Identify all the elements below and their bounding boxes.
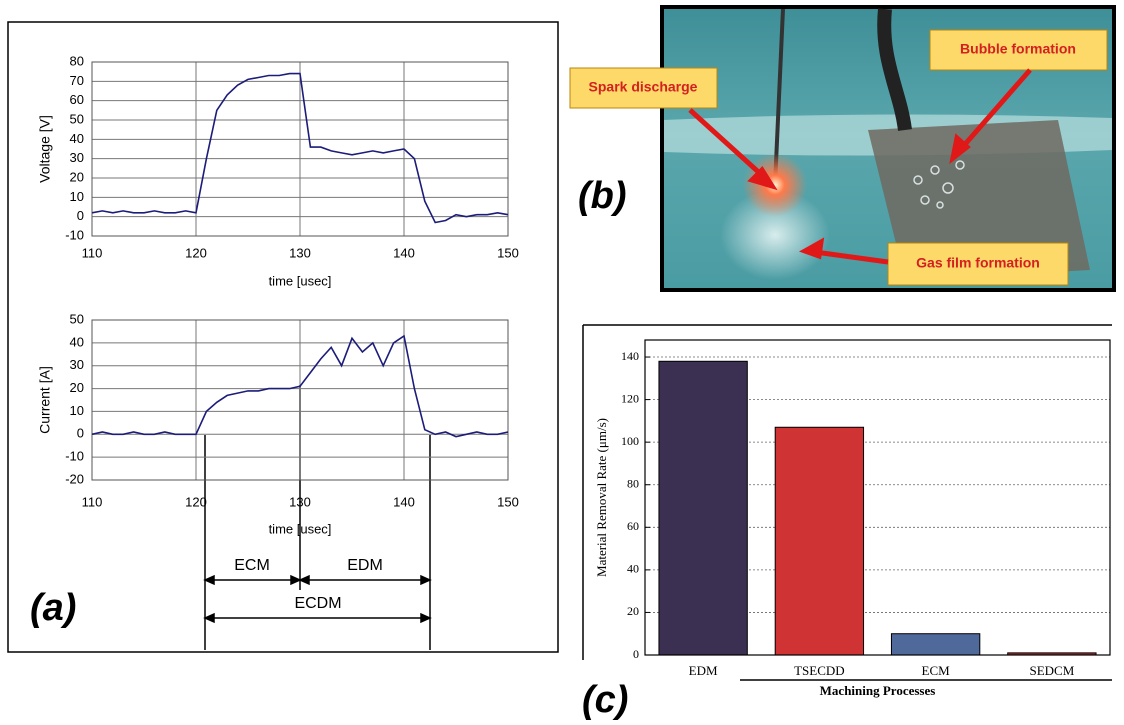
x-axis-label: time [usec] [269, 521, 332, 536]
y-tick-label: 50 [70, 311, 84, 326]
y-tick-label: 20 [70, 380, 84, 395]
x-tick-label: 150 [497, 494, 519, 509]
x-tick-label: 140 [393, 494, 415, 509]
annotation: EDM [347, 557, 383, 574]
x-tick-label: EDM [689, 663, 718, 678]
y-tick-label: 10 [70, 189, 84, 204]
y-tick-label: 40 [70, 334, 84, 349]
y-tick-label: 60 [627, 519, 639, 533]
photo [569, 5, 1116, 292]
y-axis-label: Material Removal Rate (μm/s) [594, 418, 609, 577]
y-tick-label: 140 [621, 349, 639, 363]
panel-label: (b) [578, 175, 627, 217]
photo-label: Gas film formation [916, 255, 1040, 271]
y-axis-label: Voltage [V] [37, 115, 53, 183]
x-tick-label: TSECDD [794, 663, 845, 678]
y-tick-label: 0 [77, 426, 84, 441]
annotation: ECM [234, 557, 270, 574]
photo-label: Spark discharge [589, 79, 698, 95]
y-tick-label: 10 [70, 403, 84, 418]
y-tick-label: -20 [65, 471, 84, 486]
plot-frame [644, 339, 1111, 656]
y-tick-label: 0 [633, 647, 639, 661]
panel-label: (a) [30, 587, 76, 629]
y-tick-label: 40 [70, 131, 84, 146]
x-axis-label: Machining Processes [820, 683, 936, 698]
data-line [91, 334, 509, 438]
y-tick-label: 40 [627, 562, 639, 576]
x-tick-label: 110 [82, 494, 103, 509]
y-tick-label: 80 [627, 476, 639, 490]
bar [658, 360, 748, 656]
x-tick-label: 130 [289, 245, 311, 260]
x-tick-label: ECM [922, 663, 951, 678]
y-tick-label: 0 [77, 208, 84, 223]
y-tick-label: 50 [70, 111, 84, 126]
annotation: ECDM [294, 595, 341, 612]
y-tick-label: 20 [70, 169, 84, 184]
y-tick-label: 120 [621, 391, 639, 405]
bar [774, 426, 865, 656]
panel-label: (c) [582, 679, 628, 721]
y-tick-label: 30 [70, 150, 84, 165]
x-tick-label: 150 [497, 245, 519, 260]
x-tick-label: 110 [82, 245, 103, 260]
x-tick-label: 130 [289, 494, 311, 509]
bar [890, 633, 981, 656]
data-line [91, 72, 509, 224]
y-tick-label: 100 [621, 434, 639, 448]
panel-c-frame [582, 324, 1112, 681]
y-tick-label: 20 [627, 604, 639, 618]
y-tick-label: 30 [70, 357, 84, 372]
x-tick-label: SEDCM [1029, 663, 1074, 678]
plot-frame [91, 61, 509, 237]
photo-label: Bubble formation [960, 41, 1076, 57]
y-tick-label: 60 [70, 92, 84, 107]
x-tick-label: 120 [185, 245, 207, 260]
y-tick-label: 80 [70, 53, 84, 68]
x-axis-label: time [usec] [269, 273, 332, 288]
panel-a-frame [7, 21, 559, 653]
plot-frame [91, 319, 509, 481]
y-tick-label: -10 [65, 227, 84, 242]
y-axis-label: Current [A] [37, 366, 53, 434]
y-tick-label: -10 [65, 449, 84, 464]
x-tick-label: 120 [185, 494, 207, 509]
y-tick-label: 70 [70, 73, 84, 88]
x-tick-label: 140 [393, 245, 415, 260]
